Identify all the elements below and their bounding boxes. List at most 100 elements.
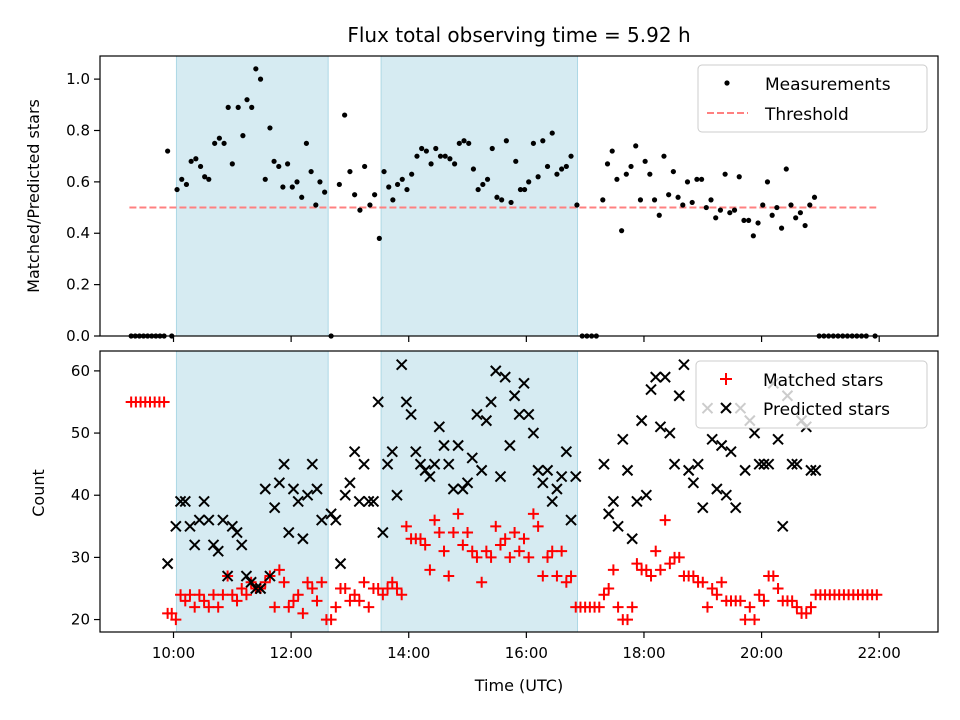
measurements-point (183, 181, 190, 188)
matched-stars-point (226, 589, 238, 601)
predicted-stars-point (551, 483, 563, 495)
measurements-point (647, 171, 653, 177)
measurements-point (381, 168, 387, 175)
predicted-stars-point (640, 489, 653, 501)
matched-stars-point (654, 564, 666, 576)
measurements-point (452, 161, 458, 167)
chart-title: Flux total observing time = 5.92 h (347, 23, 690, 47)
measurements-point (174, 186, 180, 193)
matched-stars-point (447, 527, 459, 539)
predicted-stars-point (438, 439, 450, 452)
y-tick-label: 40 (71, 486, 90, 504)
x-tick-label: 10:00 (152, 644, 195, 662)
predicted-stars-point (348, 446, 361, 458)
measurements-point (684, 179, 691, 185)
matched-stars-point (593, 601, 605, 613)
predicted-stars-point (245, 576, 257, 588)
matched-stars-point (372, 582, 384, 594)
measurements-point (526, 179, 532, 185)
matched-stars-point (292, 589, 304, 601)
matched-stars-point (504, 551, 516, 563)
measurements-point (727, 210, 733, 216)
predicted-stars-point (391, 489, 403, 501)
matched-stars-point (772, 582, 784, 594)
matched-stars-point (166, 607, 178, 619)
top-legend: Measurements Threshold (697, 64, 928, 133)
measurements-point (600, 197, 606, 203)
matched-stars-point (607, 564, 619, 576)
measurements-point (807, 202, 813, 208)
measurements-point (179, 176, 185, 182)
measurements-point (604, 161, 611, 167)
predicted-stars-point (193, 514, 206, 526)
matched-stars-point (443, 570, 455, 582)
predicted-stars-point (560, 446, 573, 458)
measurements-point (240, 133, 246, 139)
matched-stars-point (626, 601, 638, 613)
matched-stars-point (158, 396, 170, 408)
predicted-stars-point (395, 358, 408, 371)
predicted-stars-point (612, 520, 624, 533)
predicted-stars-point (678, 358, 690, 371)
measurements-point (802, 222, 808, 229)
predicted-stars-point (635, 414, 648, 427)
matched-stars-point (302, 576, 314, 588)
matched-stars-point (556, 545, 568, 557)
legend-matched-label: Matched stars (763, 371, 883, 391)
y-tick-label: 0.8 (66, 121, 90, 139)
predicted-stars-point (301, 489, 314, 501)
matched-stars-point (476, 576, 488, 588)
measurements-point (503, 138, 509, 144)
matched-stars-point (560, 576, 572, 588)
predicted-stars-point (494, 470, 507, 483)
matched-stars-point (673, 551, 685, 563)
matched-stars-point (391, 582, 403, 594)
measurements-point (362, 163, 368, 170)
predicted-stars-point (555, 470, 568, 483)
matched-stars-point (749, 614, 761, 626)
x-tick-label: 16:00 (505, 644, 548, 662)
measurements-point (433, 145, 439, 152)
predicted-stars-point (471, 408, 483, 421)
predicted-stars-point (334, 557, 347, 570)
matched-stars-point (640, 564, 652, 576)
matched-stars-point (236, 582, 248, 594)
measurements-point (322, 189, 328, 195)
predicted-stars-point (254, 582, 267, 595)
measurements-point (549, 130, 555, 136)
measurements-point (461, 138, 467, 144)
matched-stars-point (287, 595, 299, 607)
shaded-span-1 (380, 55, 579, 337)
predicted-stars-point (297, 533, 309, 545)
matched-stars-point (513, 545, 525, 557)
matched-stars-point (170, 614, 182, 626)
measurements-point (750, 233, 756, 239)
predicted-stars-point (240, 570, 253, 582)
predicted-stars-point (650, 371, 662, 383)
bottom-axes-frame (99, 350, 939, 633)
predicted-stars-point (325, 508, 337, 520)
measurements-point (271, 158, 277, 164)
predicted-stars-point (621, 464, 634, 477)
matched-stars-point (316, 576, 328, 588)
ratio-panel: 0.0 0.2 0.4 0.6 0.8 1.0 Matched/Predicted sta… (24, 55, 939, 345)
matched-stars-point (659, 514, 671, 526)
predicted-stars-point (161, 557, 174, 570)
measurements-point (731, 207, 738, 213)
measurements-point (774, 204, 780, 211)
predicted-stars-point (410, 446, 422, 458)
y-tick-label: 50 (71, 424, 90, 442)
bottom-y-axis-label: Count (29, 469, 48, 517)
predicted-stars-point (659, 371, 671, 383)
measurements-point (317, 179, 323, 185)
matched-stars-point (800, 607, 812, 619)
predicted-stars-point (485, 396, 497, 408)
measurements-point (257, 76, 264, 82)
measurements-point (713, 215, 719, 221)
x-tick-label: 22:00 (858, 644, 901, 662)
matched-stars-point (664, 558, 676, 570)
legend-predicted-marker (720, 402, 732, 414)
matched-stars-point (650, 545, 662, 557)
matched-stars-point (471, 551, 483, 563)
measurements-point (466, 140, 472, 146)
